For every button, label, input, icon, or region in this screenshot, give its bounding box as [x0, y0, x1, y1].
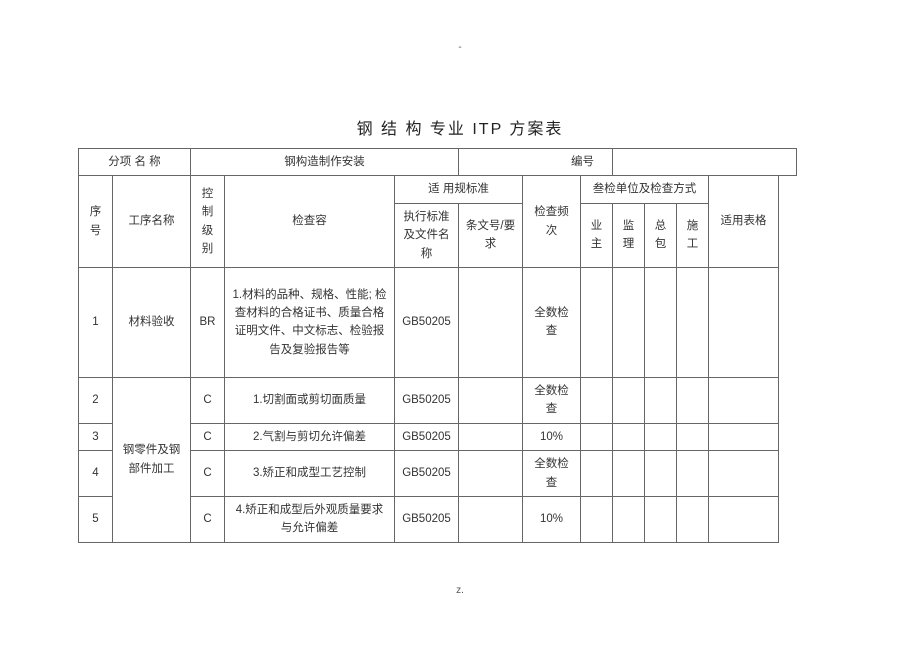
col-std-clause: 条文号/要求	[459, 203, 523, 267]
itp-table: 分项 名 称 钢构造制作安装 编号 序号 工序名称 控制级别 检查容 适 用规标…	[78, 148, 797, 543]
page-footer-mark: z.	[456, 585, 464, 596]
cell-form	[709, 496, 779, 542]
cell-content: 4.矫正和成型后外观质量要求与允许偏差	[225, 496, 395, 542]
col-form: 适用表格	[709, 176, 779, 268]
cell-form	[709, 377, 779, 423]
label-item-name: 分项 名 称	[79, 149, 191, 176]
cell-level: C	[191, 377, 225, 423]
col-std-exec: 执行标准及文件名称	[395, 203, 459, 267]
cell-seq: 4	[79, 451, 113, 497]
cell-clause	[459, 496, 523, 542]
table-row: 2 钢零件及钢部件加工 C 1.切割面或剪切面质量 GB50205 全数检查	[79, 377, 797, 423]
cell-std: GB50205	[395, 423, 459, 450]
cell-process: 材料验收	[113, 267, 191, 377]
cell-content: 1.材料的品种、规格、性能; 检查材料的合格证书、质量合格证明文件、中文标志、检…	[225, 267, 395, 377]
cell-spacer	[779, 496, 797, 542]
cell-form	[709, 267, 779, 377]
cell-builder	[677, 377, 709, 423]
col-freq: 检查频次	[523, 176, 581, 268]
col-party-group: 叁检单位及检查方式	[581, 176, 709, 203]
cell-gc	[645, 377, 677, 423]
page-title: 钢 结 构 专业 ITP 方案表	[0, 115, 920, 139]
cell-seq: 3	[79, 423, 113, 450]
itp-table-wrapper: 分项 名 称 钢构造制作安装 编号 序号 工序名称 控制级别 检查容 适 用规标…	[78, 148, 797, 543]
page-header-dash: -	[458, 42, 461, 53]
col-seq: 序号	[79, 176, 113, 268]
cell-sup	[613, 377, 645, 423]
cell-owner	[581, 267, 613, 377]
col-std-group: 适 用规标准	[395, 176, 523, 203]
cell-clause	[459, 377, 523, 423]
cell-std: GB50205	[395, 267, 459, 377]
cell-builder	[677, 451, 709, 497]
col-content: 检查容	[225, 176, 395, 268]
col-supervisor: 监理	[613, 203, 645, 267]
cell-sup	[613, 496, 645, 542]
cell-freq: 10%	[523, 496, 581, 542]
col-process: 工序名称	[113, 176, 191, 268]
cell-gc	[645, 451, 677, 497]
col-level: 控制级别	[191, 176, 225, 268]
cell-clause	[459, 267, 523, 377]
cell-clause	[459, 423, 523, 450]
value-number	[613, 149, 797, 176]
col-spacer	[779, 176, 797, 268]
table-row-colhead1: 序号 工序名称 控制级别 检查容 适 用规标准 检查频次 叁检单位及检查方式 适…	[79, 176, 797, 203]
cell-content: 2.气割与剪切允许偏差	[225, 423, 395, 450]
cell-clause	[459, 451, 523, 497]
cell-seq: 1	[79, 267, 113, 377]
cell-builder	[677, 267, 709, 377]
table-row-header1: 分项 名 称 钢构造制作安装 编号	[79, 149, 797, 176]
table-row: 1 材料验收 BR 1.材料的品种、规格、性能; 检查材料的合格证书、质量合格证…	[79, 267, 797, 377]
cell-owner	[581, 451, 613, 497]
cell-spacer	[779, 423, 797, 450]
cell-spacer	[779, 377, 797, 423]
cell-builder	[677, 423, 709, 450]
cell-gc	[645, 267, 677, 377]
col-gc: 总包	[645, 203, 677, 267]
cell-level: C	[191, 496, 225, 542]
cell-std: GB50205	[395, 496, 459, 542]
cell-spacer	[779, 451, 797, 497]
cell-level: BR	[191, 267, 225, 377]
cell-sup	[613, 423, 645, 450]
cell-form	[709, 423, 779, 450]
cell-level: C	[191, 423, 225, 450]
value-item-name: 钢构造制作安装	[191, 149, 459, 176]
cell-process-merged: 钢零件及钢部件加工	[113, 377, 191, 542]
col-owner: 业主	[581, 203, 613, 267]
cell-owner	[581, 423, 613, 450]
cell-gc	[645, 496, 677, 542]
cell-seq: 5	[79, 496, 113, 542]
cell-seq: 2	[79, 377, 113, 423]
cell-gc	[645, 423, 677, 450]
cell-owner	[581, 377, 613, 423]
col-builder: 施工	[677, 203, 709, 267]
cell-freq: 全数检查	[523, 451, 581, 497]
cell-content: 3.矫正和成型工艺控制	[225, 451, 395, 497]
cell-content: 1.切割面或剪切面质量	[225, 377, 395, 423]
cell-freq: 全数检查	[523, 267, 581, 377]
cell-freq: 10%	[523, 423, 581, 450]
cell-std: GB50205	[395, 451, 459, 497]
cell-level: C	[191, 451, 225, 497]
cell-spacer	[779, 267, 797, 377]
cell-owner	[581, 496, 613, 542]
cell-freq: 全数检查	[523, 377, 581, 423]
cell-form	[709, 451, 779, 497]
cell-builder	[677, 496, 709, 542]
label-number: 编号	[459, 149, 613, 176]
cell-sup	[613, 451, 645, 497]
cell-sup	[613, 267, 645, 377]
cell-std: GB50205	[395, 377, 459, 423]
